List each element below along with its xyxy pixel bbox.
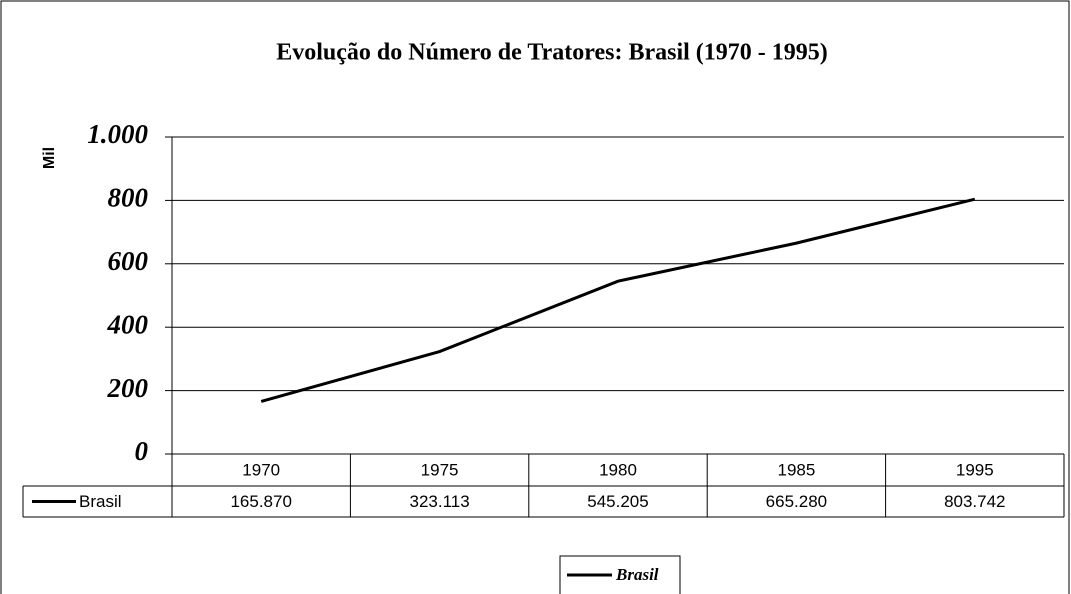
legend-label: Brasil bbox=[79, 492, 122, 511]
y-tick-label: 0 bbox=[135, 436, 149, 466]
x-tick-label: 1980 bbox=[599, 460, 637, 479]
y-tick-label: 800 bbox=[108, 183, 149, 213]
x-tick-label: 1985 bbox=[777, 460, 815, 479]
chart-title: Evolução do Número de Tratores: Brasil (… bbox=[276, 40, 828, 66]
data-label: 545.205 bbox=[587, 492, 648, 511]
y-tick-label: 400 bbox=[107, 309, 149, 339]
x-tick-label: 1970 bbox=[242, 460, 280, 479]
legend-label: Brasil bbox=[615, 565, 659, 584]
y-tick-label: 1.000 bbox=[87, 119, 148, 149]
data-label: 165.870 bbox=[230, 492, 291, 511]
data-label: 323.113 bbox=[409, 492, 469, 511]
data-line bbox=[260, 197, 976, 403]
x-tick-label: 1975 bbox=[421, 460, 459, 479]
x-tick-label: 1995 bbox=[956, 460, 994, 479]
y-tick-label: 200 bbox=[107, 373, 149, 403]
data-label: 803.742 bbox=[944, 492, 1005, 511]
y-axis-label: Mil bbox=[41, 147, 58, 169]
data-label: 665.280 bbox=[766, 492, 827, 511]
y-tick-label: 600 bbox=[108, 246, 149, 276]
